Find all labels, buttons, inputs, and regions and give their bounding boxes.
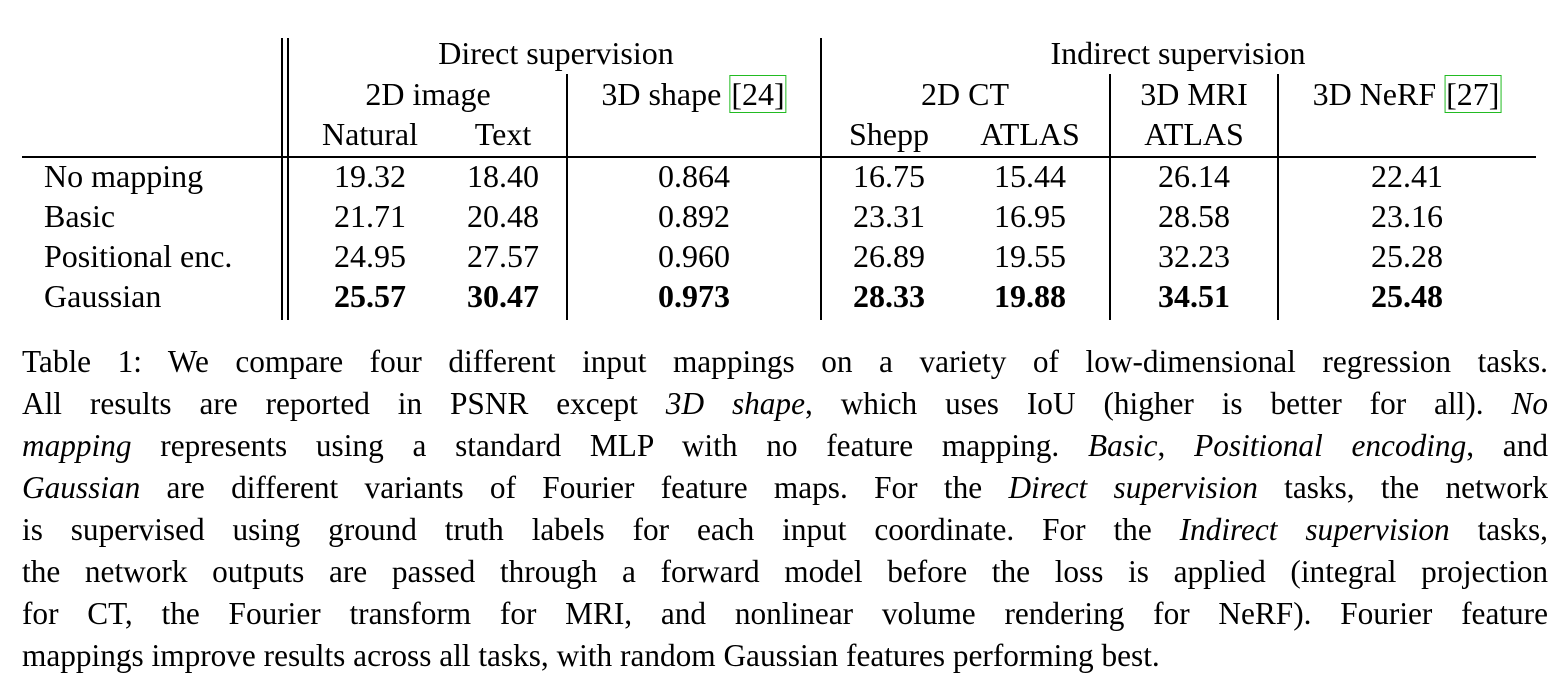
cell-value: 24.95	[334, 238, 406, 274]
cell-value: 28.58	[1158, 198, 1230, 234]
cell-value: 0.892	[658, 198, 730, 234]
caption-text: is supervised using ground truth labels …	[22, 512, 1180, 547]
caption-text: the network outputs are passed through a…	[22, 554, 1548, 589]
double-rule	[281, 38, 283, 320]
column-header: ATLAS	[1144, 116, 1244, 152]
task-header: 3D shape [24]	[601, 75, 787, 113]
cell-value: 26.89	[853, 238, 925, 274]
caption: Table 1: We compare four different input…	[22, 341, 1548, 677]
caption-text: Table 1: We compare four different input…	[22, 344, 1548, 379]
cell-value: 30.47	[467, 278, 539, 314]
caption-text: , which uses IoU (higher is better for a…	[804, 386, 1512, 421]
group-header: Indirect supervision	[1050, 35, 1306, 71]
task-label: 3D MRI	[1140, 76, 1248, 112]
caption-text: tasks, the network	[1257, 470, 1548, 505]
caption-line: All results are reported in PSNR except …	[22, 383, 1548, 425]
caption-text: mapping	[22, 428, 132, 463]
caption-text: Positional encoding	[1194, 428, 1467, 463]
task-label: 2D CT	[921, 76, 1009, 112]
cell-value: 26.14	[1158, 158, 1230, 194]
cell-value: 0.864	[658, 158, 730, 194]
caption-line: mapping represents using a standard MLP …	[22, 425, 1548, 467]
cell-value: 19.32	[334, 158, 406, 194]
caption-text: All results are reported in PSNR except	[22, 386, 666, 421]
caption-text: Direct supervision	[1008, 470, 1258, 505]
cell-value: 25.57	[334, 278, 406, 314]
caption-line: the network outputs are passed through a…	[22, 551, 1548, 593]
group-header: Direct supervision	[438, 35, 674, 71]
caption-text: Indirect supervision	[1179, 512, 1450, 547]
cell-value: 21.71	[334, 198, 406, 234]
task-label: 3D NeRF	[1312, 76, 1437, 112]
caption-text: 3D shape	[665, 386, 805, 421]
caption-text: Gaussian	[22, 470, 141, 505]
column-rule	[820, 38, 822, 320]
task-header: 3D NeRF [27]	[1312, 75, 1502, 113]
double-rule	[287, 38, 289, 320]
cell-value: 28.33	[853, 278, 925, 314]
caption-text: ,	[1157, 428, 1195, 463]
column-header: Text	[474, 116, 532, 152]
cell-value: 0.960	[658, 238, 730, 274]
cell-value: 20.48	[467, 198, 539, 234]
caption-line: mappings improve results across all task…	[22, 635, 1548, 677]
cell-value: 15.44	[994, 158, 1066, 194]
cell-value: 18.40	[467, 158, 539, 194]
task-label: 2D image	[365, 76, 491, 112]
header-rule	[22, 156, 1536, 158]
cell-value: 25.28	[1371, 238, 1443, 274]
caption-text: No	[1511, 386, 1548, 421]
citation-link: [24]	[729, 75, 787, 113]
cell-value: 19.55	[994, 238, 1066, 274]
cell-value: 22.41	[1371, 158, 1443, 194]
column-rule	[1277, 74, 1279, 320]
caption-line: for CT, the Fourier transform for MRI, a…	[22, 593, 1548, 635]
column-rule	[566, 74, 568, 320]
row-label: Gaussian	[44, 278, 162, 314]
caption-line: Gaussian are different variants of Fouri…	[22, 467, 1548, 509]
caption-text: are different variants of Fourier featur…	[140, 470, 1009, 505]
caption-text: Basic	[1087, 428, 1158, 463]
task-header: 2D image	[365, 78, 490, 110]
cell-value: 16.75	[853, 158, 925, 194]
task-header: 2D CT	[921, 78, 1009, 110]
cell-value: 32.23	[1158, 238, 1230, 274]
cell-value: 25.48	[1371, 278, 1443, 314]
task-header: 3D MRI	[1140, 78, 1248, 110]
caption-line: Table 1: We compare four different input…	[22, 341, 1548, 383]
cell-value: 23.31	[853, 198, 925, 234]
column-rule	[1109, 74, 1111, 320]
cell-value: 0.973	[658, 278, 730, 314]
caption-text: for CT, the Fourier transform for MRI, a…	[22, 596, 1548, 631]
caption-text: tasks,	[1449, 512, 1548, 547]
task-label: 3D shape	[601, 76, 722, 112]
row-label: Basic	[44, 198, 116, 234]
cell-value: 27.57	[467, 238, 539, 274]
cell-value: 34.51	[1158, 278, 1230, 314]
citation-link: [27]	[1444, 75, 1502, 113]
caption-text: , and	[1466, 428, 1548, 463]
cell-value: 19.88	[994, 278, 1066, 314]
column-header: Natural	[322, 116, 418, 152]
row-label: No mapping	[44, 158, 204, 194]
column-header: Shepp	[849, 116, 929, 152]
row-label: Positional enc.	[44, 238, 233, 274]
cell-value: 16.95	[994, 198, 1066, 234]
column-header: ATLAS	[980, 116, 1080, 152]
caption-text: mappings improve results across all task…	[22, 638, 1160, 673]
cell-value: 23.16	[1371, 198, 1443, 234]
caption-text: represents using a standard MLP with no …	[131, 428, 1088, 463]
caption-line: is supervised using ground truth labels …	[22, 509, 1548, 551]
